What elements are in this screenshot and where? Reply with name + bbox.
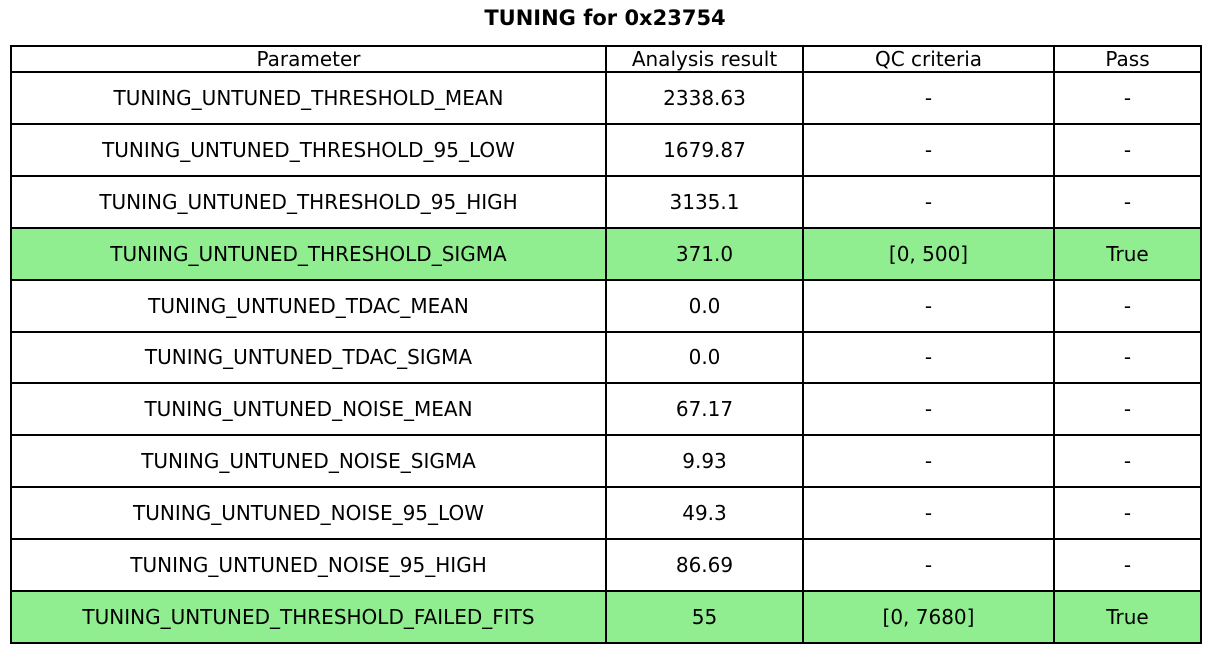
cell-analysis-result: 371.0: [605, 226, 804, 281]
column-header-pass: Pass: [1053, 45, 1202, 73]
table-row: TUNING_UNTUNED_THRESHOLD_MEAN 2338.63- -: [10, 71, 1202, 125]
cell-parameter: TUNING_UNTUNED_THRESHOLD_95_HIGH: [10, 174, 607, 229]
qc-results-table: Parameter Analysis result QC criteria Pa…: [10, 45, 1202, 644]
table-row: TUNING_UNTUNED_THRESHOLD_95_LOW 1679.87- -: [10, 122, 1202, 177]
cell-parameter: TUNING_UNTUNED_TDAC_MEAN: [10, 278, 607, 333]
cell-qc-criteria: -: [802, 486, 1055, 541]
cell-analysis-result: 55: [605, 590, 804, 644]
table-row: TUNING_UNTUNED_TDAC_MEAN 0.0- -: [10, 278, 1202, 333]
cell-pass: -: [1053, 486, 1202, 541]
cell-parameter: TUNING_UNTUNED_NOISE_95_LOW: [10, 486, 607, 541]
cell-pass: -: [1053, 538, 1202, 593]
cell-qc-criteria: -: [802, 122, 1055, 177]
cell-analysis-result: 9.93: [605, 434, 804, 489]
table-row: TUNING_UNTUNED_NOISE_95_HIGH 86.69- -: [10, 538, 1202, 593]
cell-analysis-result: 67.17: [605, 382, 804, 437]
table-row: TUNING_UNTUNED_THRESHOLD_FAILED_FITS 55 [0…: [10, 590, 1202, 644]
cell-qc-criteria: -: [802, 434, 1055, 489]
cell-pass: -: [1053, 382, 1202, 437]
cell-parameter: TUNING_UNTUNED_THRESHOLD_SIGMA: [10, 226, 607, 281]
cell-analysis-result: 49.3: [605, 486, 804, 541]
cell-qc-criteria: -: [802, 278, 1055, 333]
cell-analysis-result: 86.69: [605, 538, 804, 593]
cell-analysis-result: 3135.1: [605, 174, 804, 229]
cell-pass: True: [1053, 226, 1202, 281]
cell-analysis-result: 1679.87: [605, 122, 804, 177]
cell-qc-criteria: -: [802, 71, 1055, 125]
column-header-qc-criteria: QC criteria: [802, 45, 1055, 73]
cell-pass: -: [1053, 174, 1202, 229]
table-body: TUNING_UNTUNED_THRESHOLD_MEAN 2338.63- - TU…: [10, 71, 1202, 644]
cell-qc-criteria: -: [802, 174, 1055, 229]
cell-qc-criteria: -: [802, 382, 1055, 437]
table-row: TUNING_UNTUNED_THRESHOLD_95_HIGH 3135.1- -: [10, 174, 1202, 229]
cell-pass: -: [1053, 71, 1202, 125]
column-header-parameter: Parameter: [10, 45, 607, 73]
cell-analysis-result: 2338.63: [605, 71, 804, 125]
cell-pass: -: [1053, 434, 1202, 489]
table-row: TUNING_UNTUNED_NOISE_MEAN 67.17- -: [10, 382, 1202, 437]
table-header-row: Parameter Analysis result QC criteria Pa…: [10, 45, 1202, 73]
cell-qc-criteria: -: [802, 330, 1055, 385]
cell-parameter: TUNING_UNTUNED_NOISE_SIGMA: [10, 434, 607, 489]
cell-analysis-result: 0.0: [605, 330, 804, 385]
table-row: TUNING_UNTUNED_TDAC_SIGMA 0.0- -: [10, 330, 1202, 385]
cell-parameter: TUNING_UNTUNED_THRESHOLD_MEAN: [10, 71, 607, 125]
cell-pass: -: [1053, 122, 1202, 177]
page-title: TUNING for 0x23754: [484, 6, 726, 30]
cell-parameter: TUNING_UNTUNED_THRESHOLD_95_LOW: [10, 122, 607, 177]
cell-parameter: TUNING_UNTUNED_THRESHOLD_FAILED_FITS: [10, 590, 607, 644]
cell-parameter: TUNING_UNTUNED_NOISE_95_HIGH: [10, 538, 607, 593]
cell-qc-criteria: [0, 7680]: [802, 590, 1055, 644]
table-row: TUNING_UNTUNED_NOISE_95_LOW 49.3- -: [10, 486, 1202, 541]
column-header-analysis-result: Analysis result: [605, 45, 804, 73]
cell-pass: True: [1053, 590, 1202, 644]
cell-pass: -: [1053, 330, 1202, 385]
cell-parameter: TUNING_UNTUNED_TDAC_SIGMA: [10, 330, 607, 385]
table-row: TUNING_UNTUNED_THRESHOLD_SIGMA 371.0 [0, 5…: [10, 226, 1202, 281]
cell-qc-criteria: -: [802, 538, 1055, 593]
cell-analysis-result: 0.0: [605, 278, 804, 333]
cell-pass: -: [1053, 278, 1202, 333]
cell-parameter: TUNING_UNTUNED_NOISE_MEAN: [10, 382, 607, 437]
table-row: TUNING_UNTUNED_NOISE_SIGMA 9.93- -: [10, 434, 1202, 489]
cell-qc-criteria: [0, 500]: [802, 226, 1055, 281]
